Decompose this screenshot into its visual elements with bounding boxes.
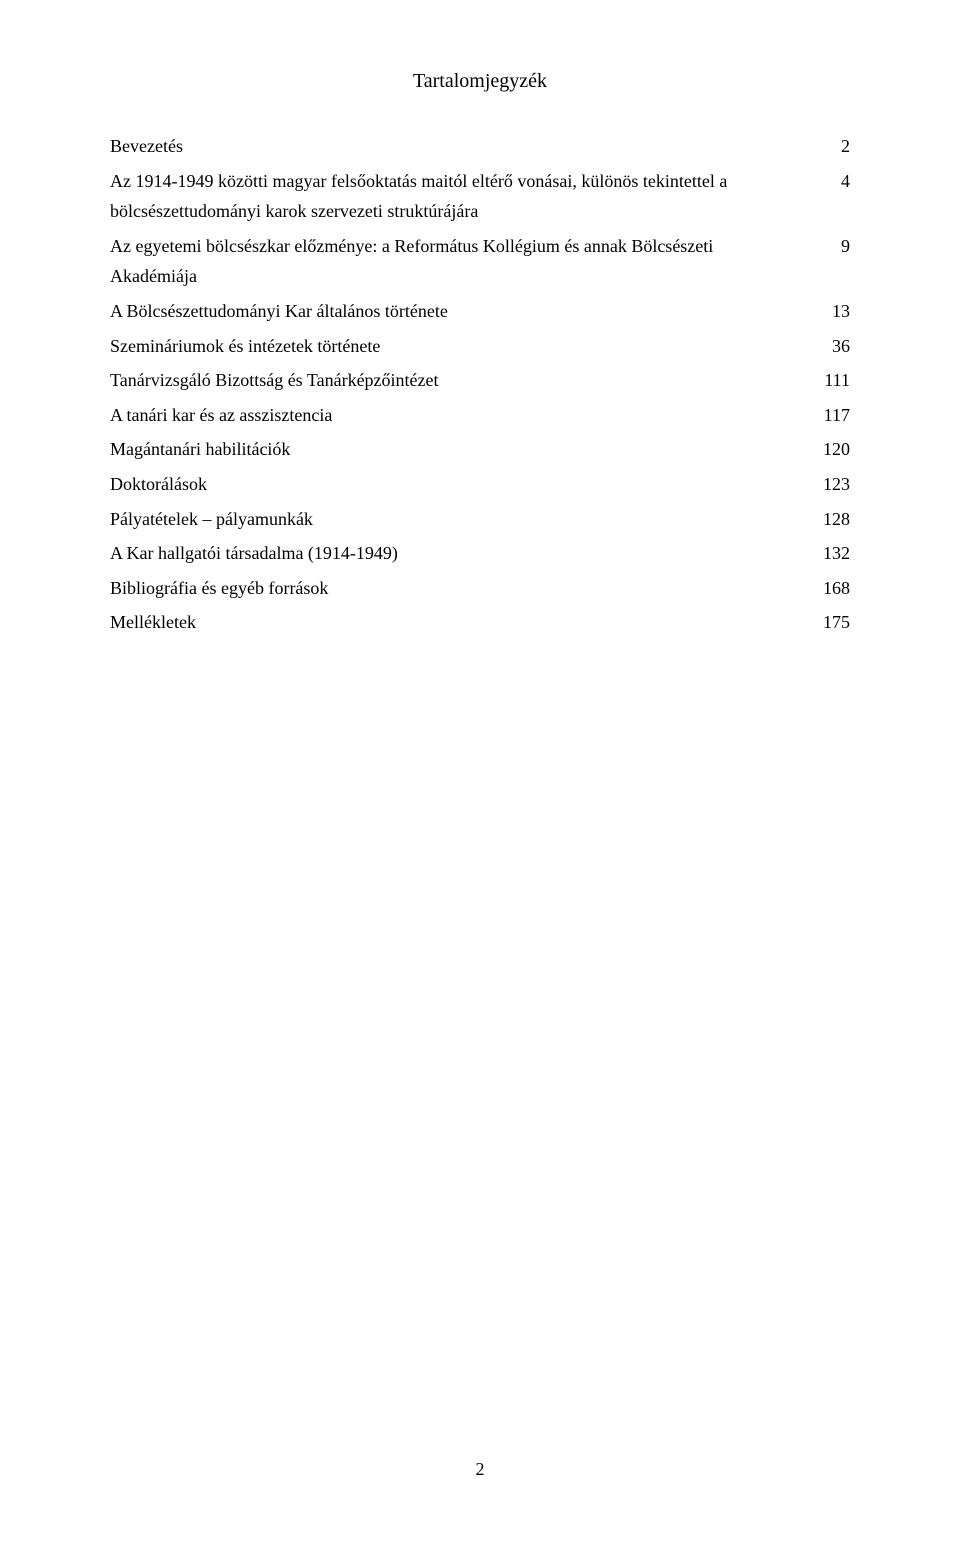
toc-row: Az egyetemi bölcsészkar előzménye: a Ref… [110, 231, 850, 292]
toc-entry-page: 175 [820, 607, 850, 638]
toc-title: Tartalomjegyzék [110, 70, 850, 93]
toc-entry-page: 123 [820, 469, 850, 500]
toc-entry-label: Tanárvizsgáló Bizottság és Tanárképzőint… [110, 365, 820, 396]
toc-entry-page: 128 [820, 504, 850, 535]
toc-entry-label: Bibliográfia és egyéb források [110, 573, 820, 604]
toc-entry-page: 2 [820, 131, 850, 162]
toc-entry-label: Bevezetés [110, 131, 820, 162]
toc-entry-page: 168 [820, 573, 850, 604]
toc-row: Mellékletek 175 [110, 607, 850, 638]
toc-row: Pályatételek – pályamunkák 128 [110, 504, 850, 535]
toc-row: A Kar hallgatói társadalma (1914-1949) 1… [110, 538, 850, 569]
toc-row: A tanári kar és az asszisztencia 117 [110, 400, 850, 431]
toc-entry-page: 117 [820, 400, 850, 431]
toc-entry-page: 9 [820, 231, 850, 262]
toc-entry-label: A tanári kar és az asszisztencia [110, 400, 820, 431]
toc-entry-label: Az egyetemi bölcsészkar előzménye: a Ref… [110, 231, 820, 292]
toc-entry-page: 13 [820, 296, 850, 327]
page-container: Tartalomjegyzék Bevezetés 2 Az 1914-1949… [0, 0, 960, 1544]
toc-entry-label: A Kar hallgatói társadalma (1914-1949) [110, 538, 820, 569]
toc-row: Bevezetés 2 [110, 131, 850, 162]
toc-entry-page: 4 [820, 166, 850, 197]
toc-entry-label: Az 1914-1949 közötti magyar felsőoktatás… [110, 166, 820, 227]
toc-entry-label: Szemináriumok és intézetek története [110, 331, 820, 362]
toc-entry-label: A Bölcsészettudományi Kar általános tört… [110, 296, 820, 327]
toc-entry-label: Magántanári habilitációk [110, 434, 820, 465]
toc-entry-label: Pályatételek – pályamunkák [110, 504, 820, 535]
page-number: 2 [0, 1459, 960, 1480]
toc-entry-label: Doktorálások [110, 469, 820, 500]
toc-row: Magántanári habilitációk 120 [110, 434, 850, 465]
toc-row: Szemináriumok és intézetek története 36 [110, 331, 850, 362]
toc-entries: Bevezetés 2 Az 1914-1949 közötti magyar … [110, 131, 850, 638]
toc-row: A Bölcsészettudományi Kar általános tört… [110, 296, 850, 327]
toc-row: Tanárvizsgáló Bizottság és Tanárképzőint… [110, 365, 850, 396]
toc-entry-page: 120 [820, 434, 850, 465]
toc-row: Az 1914-1949 közötti magyar felsőoktatás… [110, 166, 850, 227]
toc-row: Doktorálások 123 [110, 469, 850, 500]
toc-entry-page: 36 [820, 331, 850, 362]
toc-row: Bibliográfia és egyéb források 168 [110, 573, 850, 604]
toc-entry-page: 132 [820, 538, 850, 569]
toc-entry-label: Mellékletek [110, 607, 820, 638]
toc-entry-page: 111 [820, 365, 850, 396]
